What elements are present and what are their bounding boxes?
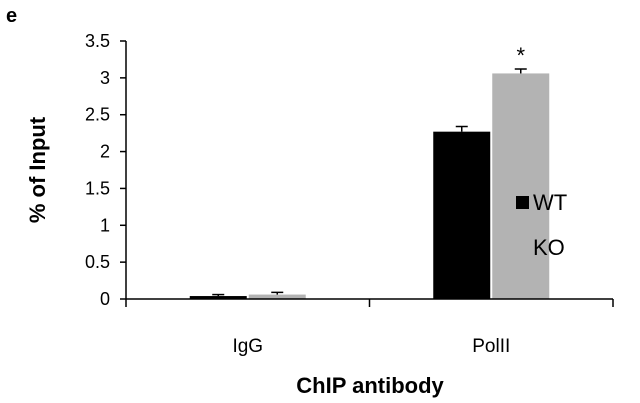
legend-swatch-wt xyxy=(516,196,529,209)
y-tick-label: 3 xyxy=(100,68,110,88)
y-tick-label: 2.5 xyxy=(85,105,110,125)
x-axis-ticks xyxy=(125,299,614,307)
y-axis-ticks: 0 0.5 1 1.5 2 2.5 3 3.5 xyxy=(85,31,126,309)
y-tick-label: 0.5 xyxy=(85,252,110,272)
y-tick-label: 1.5 xyxy=(85,178,110,198)
bar-wt-polii xyxy=(433,131,491,299)
legend-label-wt: WT xyxy=(533,190,567,215)
significance-marker: * xyxy=(516,43,525,68)
x-axis-label: ChIP antibody xyxy=(296,373,444,398)
legend-label-ko: KO xyxy=(533,235,565,260)
x-category-label: PolII xyxy=(472,336,510,357)
error-bars-group xyxy=(212,68,527,297)
bar-ko-igg xyxy=(248,294,306,299)
y-tick-label: 2 xyxy=(100,142,110,162)
y-axis-label: % of Input xyxy=(25,116,50,223)
x-category-labels: IgG PolII xyxy=(232,336,510,357)
legend-swatch-ko xyxy=(516,241,529,254)
annotations-group: * xyxy=(516,43,525,68)
bars-group xyxy=(189,73,550,299)
x-category-label: IgG xyxy=(232,336,263,357)
y-tick-label: 1 xyxy=(100,215,110,235)
panel-label: e xyxy=(6,5,17,27)
bar-ko-polii xyxy=(492,73,550,299)
y-tick-label: 3.5 xyxy=(85,31,110,51)
bar-wt-igg xyxy=(189,296,247,299)
legend: WT KO xyxy=(516,190,567,260)
y-tick-label: 0 xyxy=(100,289,110,309)
